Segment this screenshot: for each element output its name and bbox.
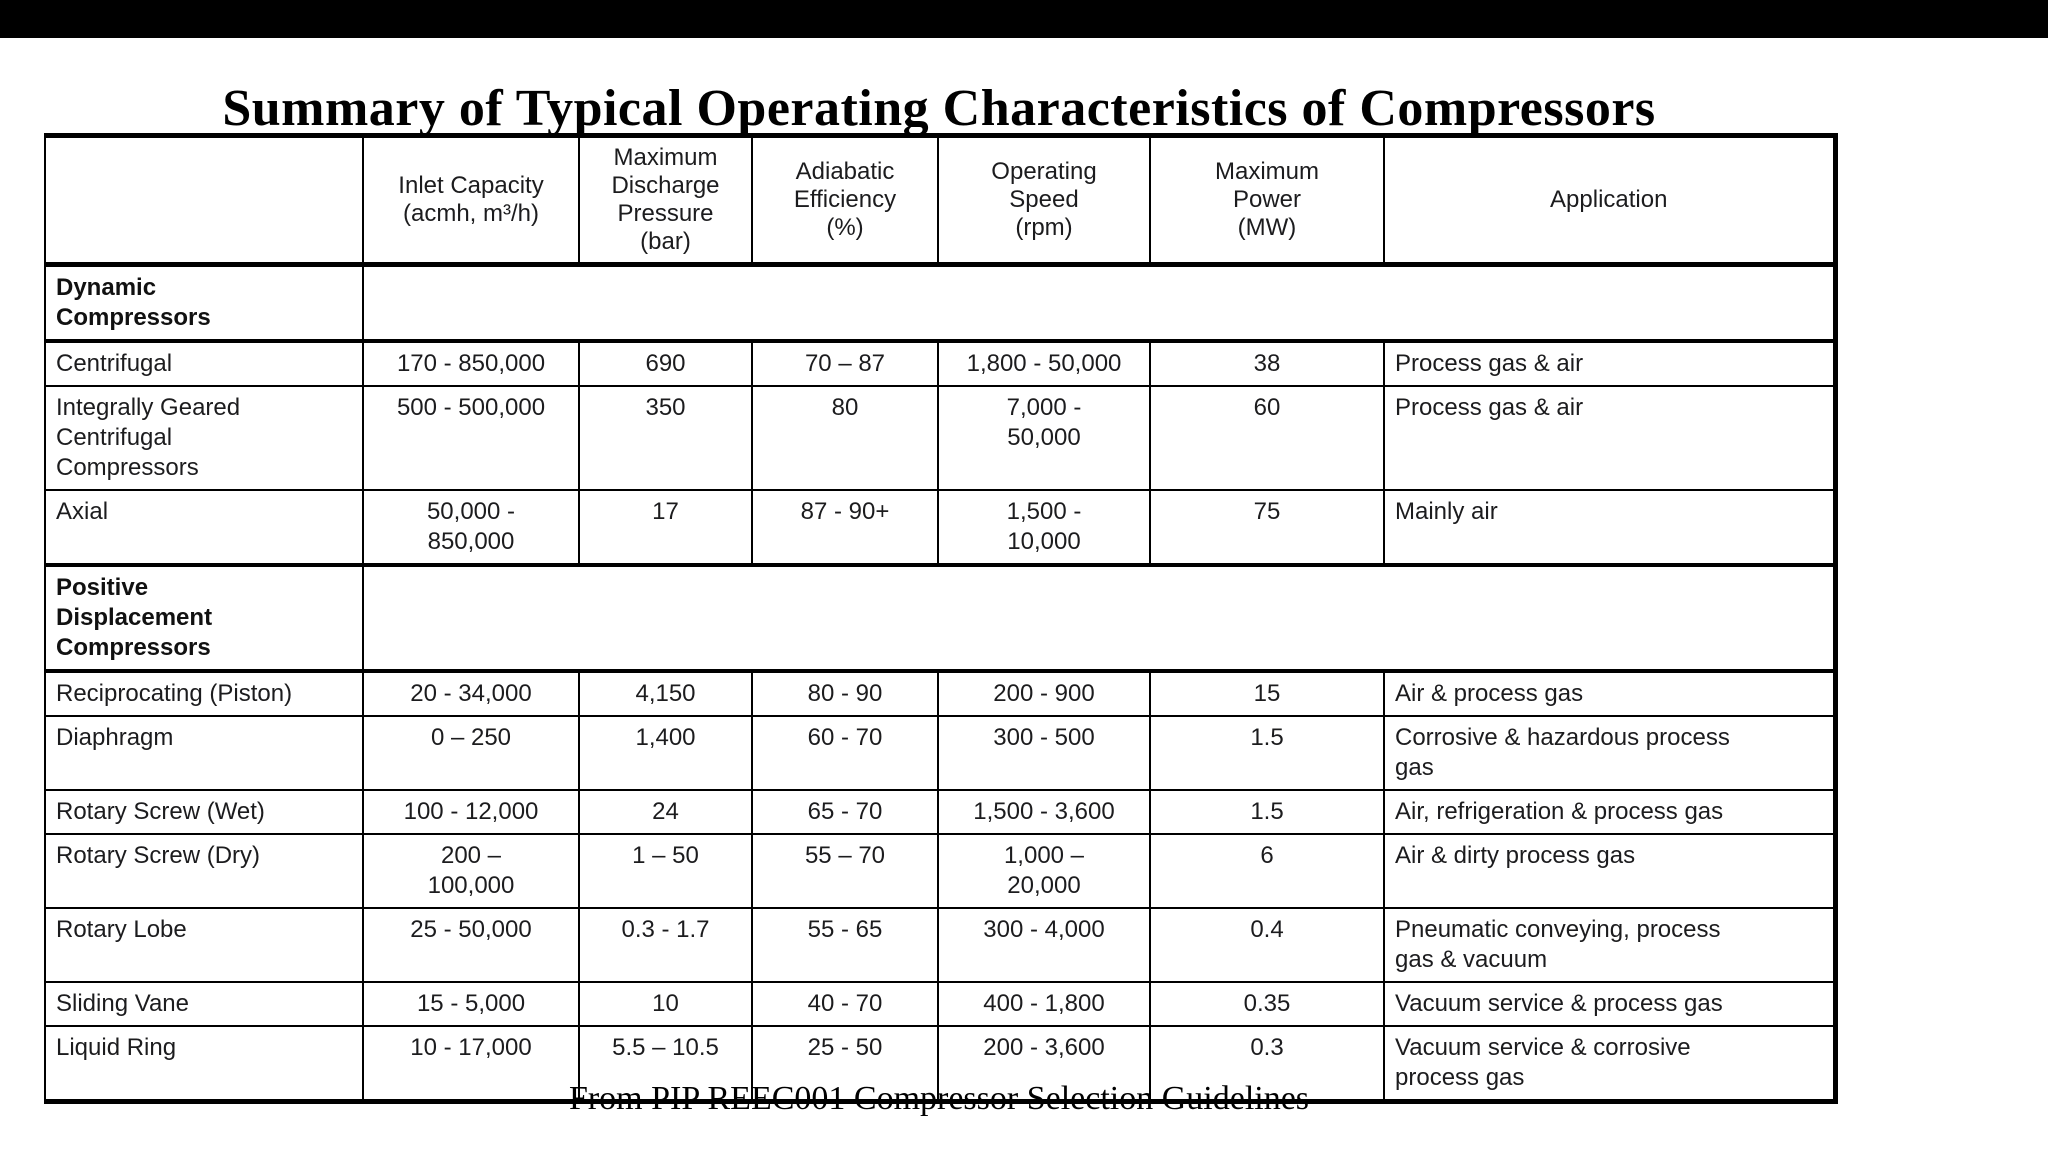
application-cell: Corrosive & hazardous process gas (1383, 715, 1838, 791)
table-row-sliding-vane: Sliding Vane 15 - 5,000 10 40 - 70 400 -… (44, 981, 1838, 1027)
application-cell: Air, refrigeration & process gas (1383, 789, 1838, 835)
operating-speed-cell: 400 - 1,800 (937, 981, 1151, 1027)
row-label-cell: Axial (44, 489, 364, 566)
operating-speed-cell: 1,000 – 20,000 (937, 833, 1151, 909)
adiabatic-efficiency-cell: 25 - 50 (751, 1025, 939, 1104)
inlet-capacity-cell: 200 – 100,000 (362, 833, 580, 909)
application-cell: Vacuum service & corrosive process gas (1383, 1025, 1838, 1104)
adiabatic-efficiency-cell: 65 - 70 (751, 789, 939, 835)
inlet-capacity-cell: 25 - 50,000 (362, 907, 580, 983)
table-row-axial: Axial 50,000 - 850,000 17 87 - 90+ 1,500… (44, 489, 1838, 566)
table-row-liquid-ring: Liquid Ring 10 - 17,000 5.5 – 10.5 25 - … (44, 1025, 1838, 1104)
col-header-application: Application (1383, 133, 1838, 267)
compressor-characteristics-table: Inlet Capacity (acmh, m³/h) Maximum Disc… (44, 133, 1838, 1104)
row-label-cell: Diaphragm (44, 715, 364, 791)
max-power-cell: 0.4 (1149, 907, 1385, 983)
operating-speed-cell: 1,800 - 50,000 (937, 340, 1151, 387)
discharge-pressure-cell: 10 (578, 981, 753, 1027)
adiabatic-efficiency-cell: 55 - 65 (751, 907, 939, 983)
inlet-capacity-cell: 15 - 5,000 (362, 981, 580, 1027)
max-power-cell: 15 (1149, 670, 1385, 717)
adiabatic-efficiency-cell: 80 - 90 (751, 670, 939, 717)
section-label-cell: Positive Displacement Compressors (44, 563, 364, 673)
header-row: Inlet Capacity (acmh, m³/h) Maximum Disc… (44, 133, 1838, 267)
section-row-dynamic: Dynamic Compressors (44, 262, 1838, 343)
col-header-adiabatic-efficiency: Adiabatic Efficiency (%) (751, 133, 939, 267)
adiabatic-efficiency-cell: 87 - 90+ (751, 489, 939, 566)
row-label-cell: Integrally Geared Centrifugal Compressor… (44, 385, 364, 491)
max-power-cell: 0.3 (1149, 1025, 1385, 1104)
col-header-discharge-pressure: Maximum Discharge Pressure (bar) (578, 133, 753, 267)
discharge-pressure-cell: 4,150 (578, 670, 753, 717)
table-row-rotary-screw-wet: Rotary Screw (Wet) 100 - 12,000 24 65 - … (44, 789, 1838, 835)
row-label-cell: Centrifugal (44, 340, 364, 387)
discharge-pressure-cell: 1,400 (578, 715, 753, 791)
operating-speed-cell: 200 - 3,600 (937, 1025, 1151, 1104)
section-spacer-cell (362, 563, 1838, 673)
application-cell: Air & dirty process gas (1383, 833, 1838, 909)
inlet-capacity-cell: 10 - 17,000 (362, 1025, 580, 1104)
discharge-pressure-cell: 24 (578, 789, 753, 835)
max-power-cell: 38 (1149, 340, 1385, 387)
header-spacer-cell (44, 133, 364, 267)
max-power-cell: 75 (1149, 489, 1385, 566)
col-header-inlet-capacity: Inlet Capacity (acmh, m³/h) (362, 133, 580, 267)
row-label-cell: Rotary Screw (Dry) (44, 833, 364, 909)
inlet-capacity-cell: 500 - 500,000 (362, 385, 580, 491)
row-label-cell: Rotary Lobe (44, 907, 364, 983)
application-cell: Air & process gas (1383, 670, 1838, 717)
row-label-cell: Reciprocating (Piston) (44, 670, 364, 717)
inlet-capacity-cell: 20 - 34,000 (362, 670, 580, 717)
inlet-capacity-cell: 100 - 12,000 (362, 789, 580, 835)
discharge-pressure-cell: 17 (578, 489, 753, 566)
top-letterbox-bar (0, 0, 2048, 38)
row-label-cell: Liquid Ring (44, 1025, 364, 1104)
operating-speed-cell: 300 - 4,000 (937, 907, 1151, 983)
table-row-rotary-screw-dry: Rotary Screw (Dry) 200 – 100,000 1 – 50 … (44, 833, 1838, 909)
max-power-cell: 1.5 (1149, 789, 1385, 835)
page-title: Summary of Typical Operating Characteris… (222, 79, 1656, 137)
col-header-maximum-power: Maximum Power (MW) (1149, 133, 1385, 267)
max-power-cell: 6 (1149, 833, 1385, 909)
table-row-diaphragm: Diaphragm 0 – 250 1,400 60 - 70 300 - 50… (44, 715, 1838, 791)
operating-speed-cell: 1,500 - 10,000 (937, 489, 1151, 566)
row-label-cell: Sliding Vane (44, 981, 364, 1027)
table-row-centrifugal: Centrifugal 170 - 850,000 690 70 – 87 1,… (44, 340, 1838, 387)
inlet-capacity-cell: 0 – 250 (362, 715, 580, 791)
adiabatic-efficiency-cell: 40 - 70 (751, 981, 939, 1027)
section-row-positive-displacement: Positive Displacement Compressors (44, 563, 1838, 673)
adiabatic-efficiency-cell: 70 – 87 (751, 340, 939, 387)
adiabatic-efficiency-cell: 55 – 70 (751, 833, 939, 909)
discharge-pressure-cell: 1 – 50 (578, 833, 753, 909)
section-spacer-cell (362, 262, 1838, 343)
application-cell: Process gas & air (1383, 385, 1838, 491)
source-caption: From PIP REEC001 Compressor Selection Gu… (568, 1080, 1310, 1117)
inlet-capacity-cell: 170 - 850,000 (362, 340, 580, 387)
application-cell: Vacuum service & process gas (1383, 981, 1838, 1027)
application-cell: Pneumatic conveying, process gas & vacuu… (1383, 907, 1838, 983)
discharge-pressure-cell: 5.5 – 10.5 (578, 1025, 753, 1104)
inlet-capacity-cell: 50,000 - 850,000 (362, 489, 580, 566)
table-row-reciprocating: Reciprocating (Piston) 20 - 34,000 4,150… (44, 670, 1838, 717)
max-power-cell: 1.5 (1149, 715, 1385, 791)
operating-speed-cell: 200 - 900 (937, 670, 1151, 717)
max-power-cell: 0.35 (1149, 981, 1385, 1027)
operating-speed-cell: 7,000 - 50,000 (937, 385, 1151, 491)
application-cell: Process gas & air (1383, 340, 1838, 387)
operating-speed-cell: 1,500 - 3,600 (937, 789, 1151, 835)
discharge-pressure-cell: 350 (578, 385, 753, 491)
max-power-cell: 60 (1149, 385, 1385, 491)
adiabatic-efficiency-cell: 60 - 70 (751, 715, 939, 791)
col-header-operating-speed: Operating Speed (rpm) (937, 133, 1151, 267)
row-label-cell: Rotary Screw (Wet) (44, 789, 364, 835)
discharge-pressure-cell: 690 (578, 340, 753, 387)
adiabatic-efficiency-cell: 80 (751, 385, 939, 491)
section-label-cell: Dynamic Compressors (44, 262, 364, 343)
operating-speed-cell: 300 - 500 (937, 715, 1151, 791)
application-cell: Mainly air (1383, 489, 1838, 566)
discharge-pressure-cell: 0.3 - 1.7 (578, 907, 753, 983)
table-row-integrally-geared: Integrally Geared Centrifugal Compressor… (44, 385, 1838, 491)
table-row-rotary-lobe: Rotary Lobe 25 - 50,000 0.3 - 1.7 55 - 6… (44, 907, 1838, 983)
